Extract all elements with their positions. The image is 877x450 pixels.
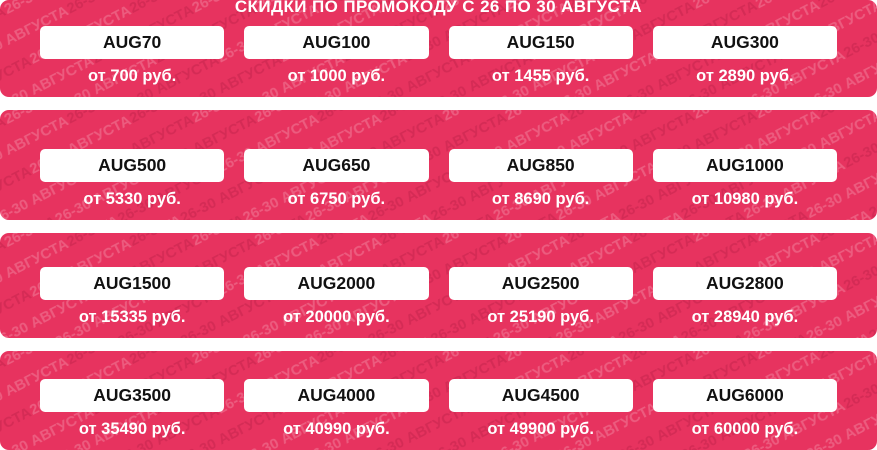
promo-cell: AUG2000 от 20000 руб. (244, 267, 429, 327)
promo-min-price: от 35490 руб. (78, 420, 186, 438)
promo-code-box[interactable]: AUG2800 (652, 267, 837, 300)
promo-min-price: от 25190 руб. (487, 308, 594, 326)
promo-min-price: от 6750 руб. (287, 190, 386, 208)
promo-min-price: от 60000 руб. (691, 420, 799, 438)
promo-code-box[interactable]: AUG650 (244, 149, 429, 182)
promo-min-price: от 8690 руб. (491, 190, 590, 208)
promo-min-price: от 28940 руб. (691, 308, 799, 326)
promo-min-price: от 49900 руб. (487, 420, 594, 438)
promo-code-box[interactable]: AUG2000 (244, 267, 429, 300)
promo-band-3: AUG1500 от 15335 руб. AUG2000 от 20000 р… (0, 233, 877, 338)
promo-cell: AUG3500 от 35490 руб. (40, 379, 225, 439)
band-3-content: AUG1500 от 15335 руб. AUG2000 от 20000 р… (0, 233, 877, 338)
promo-row-4: AUG3500 от 35490 руб. AUG4000 от 40990 р… (40, 379, 837, 439)
promo-code-box[interactable]: AUG500 (40, 149, 225, 182)
promo-cell: AUG2500 от 25190 руб. (448, 267, 633, 327)
promo-code-box[interactable]: AUG3500 (40, 379, 225, 412)
promo-cell: AUG500 от 5330 руб. (40, 149, 225, 209)
promo-cell: AUG70 от 700 руб. (40, 26, 225, 86)
promo-min-price: от 40990 руб. (283, 420, 390, 438)
promo-min-price: от 10980 руб. (691, 190, 799, 208)
band-2-content: AUG500 от 5330 руб. AUG650 от 6750 руб. … (0, 110, 877, 220)
promo-code-box[interactable]: AUG300 (652, 26, 837, 59)
promo-code-box[interactable]: AUG4500 (448, 379, 633, 412)
band-4-content: AUG3500 от 35490 руб. AUG4000 от 40990 р… (0, 351, 877, 450)
promo-min-price: от 1000 руб. (287, 67, 386, 85)
promo-band-4: AUG3500 от 35490 руб. AUG4000 от 40990 р… (0, 351, 877, 450)
promo-cell: AUG650 от 6750 руб. (244, 149, 429, 209)
promo-title: СКИДКИ ПО ПРОМОКОДУ С 26 ПО 30 АВГУСТА (234, 0, 643, 16)
promo-band-1: СКИДКИ ПО ПРОМОКОДУ С 26 ПО 30 АВГУСТА A… (0, 0, 877, 97)
promo-min-price: от 700 руб. (87, 67, 177, 85)
promo-cell: AUG1500 от 15335 руб. (40, 267, 225, 327)
promo-cell: AUG4000 от 40990 руб. (244, 379, 429, 439)
promo-code-box[interactable]: AUG2500 (448, 267, 633, 300)
promo-cell: AUG4500 от 49900 руб. (448, 379, 633, 439)
band-1-content: СКИДКИ ПО ПРОМОКОДУ С 26 ПО 30 АВГУСТА A… (0, 0, 877, 97)
promo-band-2: AUG500 от 5330 руб. AUG650 от 6750 руб. … (0, 110, 877, 220)
promo-cell: AUG100 от 1000 руб. (244, 26, 429, 86)
promo-min-price: от 2890 руб. (696, 67, 794, 85)
promo-min-price: от 5330 руб. (83, 190, 181, 208)
promo-min-price: от 20000 руб. (283, 308, 390, 326)
promo-code-box[interactable]: AUG1000 (652, 149, 837, 182)
promo-min-price: от 1455 руб. (491, 67, 590, 85)
promo-code-box[interactable]: AUG6000 (652, 379, 837, 412)
promo-cell: AUG1000 от 10980 руб. (652, 149, 837, 209)
promo-cell: AUG6000 от 60000 руб. (652, 379, 837, 439)
promo-code-box[interactable]: AUG850 (448, 149, 633, 182)
promo-row-2: AUG500 от 5330 руб. AUG650 от 6750 руб. … (40, 149, 837, 209)
promo-code-box[interactable]: AUG1500 (40, 267, 225, 300)
promo-code-box[interactable]: AUG70 (40, 26, 225, 59)
promo-row-1: AUG70 от 700 руб. AUG100 от 1000 руб. AU… (40, 26, 837, 86)
promo-row-3: AUG1500 от 15335 руб. AUG2000 от 20000 р… (40, 267, 837, 327)
promo-code-box[interactable]: AUG150 (448, 26, 633, 59)
promo-cell: AUG850 от 8690 руб. (448, 149, 633, 209)
promo-cell: AUG150 от 1455 руб. (448, 26, 633, 86)
promo-code-box[interactable]: AUG100 (244, 26, 429, 59)
promo-cell: AUG2800 от 28940 руб. (652, 267, 837, 327)
promo-min-price: от 15335 руб. (78, 308, 186, 326)
promo-cell: AUG300 от 2890 руб. (652, 26, 837, 86)
promo-code-box[interactable]: AUG4000 (244, 379, 429, 412)
